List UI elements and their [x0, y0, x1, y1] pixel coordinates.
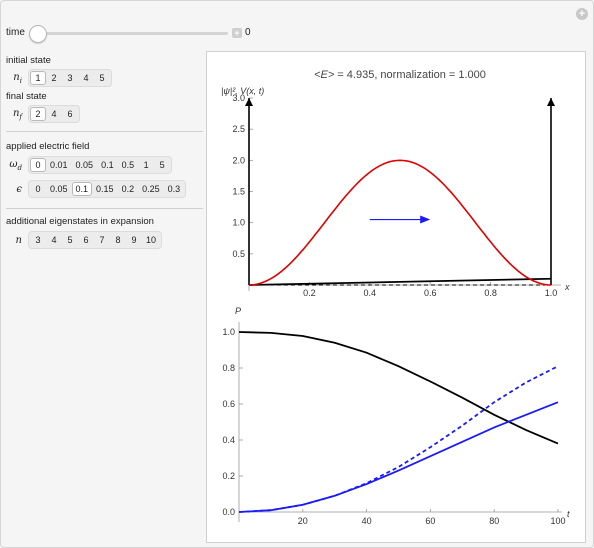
n-symbol: n: [15, 234, 22, 246]
eigenstate-option-5[interactable]: 5: [67, 235, 73, 245]
ni-option-4[interactable]: 4: [83, 73, 89, 83]
time-slider-expand-icon[interactable]: +: [232, 28, 242, 38]
bottom-xlabel: t: [567, 509, 570, 519]
nf-option-2[interactable]: 2: [30, 107, 46, 121]
bottom-xtick-label: 80: [489, 516, 499, 526]
bottom-xtick-label: 20: [298, 516, 308, 526]
omega-option-5[interactable]: 5: [159, 160, 165, 170]
ni-option-3[interactable]: 3: [67, 73, 73, 83]
top-xtick-label: 0.8: [484, 288, 497, 298]
bottom-ytick-label: 0.6: [222, 399, 235, 409]
epsilon-option-0.05[interactable]: 0.05: [50, 184, 68, 194]
top-ytick-label: 1.5: [232, 187, 245, 197]
omega-buttons: 0 0.01 0.05 0.1 0.5 1 5: [28, 156, 173, 174]
ni-option-1[interactable]: 1: [30, 71, 46, 85]
bottom-ylabel: P: [235, 306, 241, 316]
epsilon-option-0.3[interactable]: 0.3: [167, 184, 181, 194]
bottom-plot: 0.0 0.2 0.4 0.6 0.8 1.0 20 40 60 80 100: [222, 322, 566, 526]
top-xtick-label: 0.6: [424, 288, 437, 298]
p-initial-curve: [238, 331, 559, 445]
field-arrow-head: [420, 215, 431, 224]
plot-panel: <E> = 4.935, normalization = 1.000 |ψ|²,…: [206, 51, 586, 543]
ni-option-2[interactable]: 2: [51, 73, 57, 83]
nf-option-6[interactable]: 6: [67, 109, 73, 119]
bottom-xtick-label: 40: [362, 516, 372, 526]
top-ytick-label: 1.0: [232, 218, 245, 228]
top-xtick-label: 1.0: [545, 288, 558, 298]
final-state-title: final state: [6, 91, 47, 102]
epsilon-option-0.15[interactable]: 0.15: [96, 184, 114, 194]
omega-option-0.01[interactable]: 0.01: [50, 160, 68, 170]
applied-field-title: applied electric field: [6, 141, 90, 152]
left-wall-arrow: [245, 98, 253, 106]
omega-option-1[interactable]: 1: [143, 160, 149, 170]
bottom-ytick-label: 0.8: [222, 363, 235, 373]
eigenstate-option-9[interactable]: 9: [131, 235, 137, 245]
eigenstate-option-4[interactable]: 4: [51, 235, 57, 245]
top-xlabel: x: [564, 282, 570, 292]
eigenstate-option-6[interactable]: 6: [83, 235, 89, 245]
bottom-ytick-label: 0.2: [222, 471, 235, 481]
omega-option-0.05[interactable]: 0.05: [75, 160, 94, 170]
divider: [6, 208, 203, 209]
eigenstate-option-7[interactable]: 7: [99, 235, 105, 245]
bottom-ytick-label: 0.4: [222, 435, 235, 445]
divider: [6, 131, 203, 132]
bottom-ytick-label: 0.0: [222, 507, 235, 517]
time-value: 0: [245, 27, 251, 38]
epsilon-option-0.1[interactable]: 0.1: [71, 182, 93, 196]
nf-symbol: nf: [12, 107, 22, 121]
p-final-curve: [238, 401, 559, 513]
bottom-xtick-label: 100: [550, 516, 565, 526]
top-plot-header: <E> = 4.935, normalization = 1.000: [314, 69, 486, 81]
epsilon-option-0[interactable]: 0: [35, 184, 41, 194]
top-ytick-label: 0.5: [232, 249, 245, 259]
initial-state-title: initial state: [6, 55, 51, 66]
omega-option-0[interactable]: 0: [30, 158, 46, 172]
time-slider-track[interactable]: [32, 32, 228, 35]
eigenstate-option-10[interactable]: 10: [146, 235, 157, 245]
eigenstates-buttons: 3 4 5 6 7 8 9 10: [28, 231, 163, 249]
top-ytick-label: 2.5: [232, 124, 245, 134]
eigenstates-row: n 3 4 5 6 7 8 9 10: [6, 231, 163, 249]
top-ylabel: |ψ|², V(x, t): [221, 86, 264, 96]
psi-squared-curve: [248, 159, 552, 286]
bottom-ytick-label: 1.0: [222, 327, 235, 337]
top-xtick-label: 0.2: [303, 288, 316, 298]
omega-option-0.1[interactable]: 0.1: [101, 160, 114, 170]
top-ytick-label: 3.0: [232, 93, 245, 103]
time-label: time: [6, 27, 25, 38]
p-final-dashed-curve: [238, 365, 559, 513]
epsilon-symbol: ϵ: [16, 183, 22, 195]
ni-symbol: ni: [13, 71, 22, 85]
potential-line: [248, 277, 552, 286]
epsilon-option-0.2[interactable]: 0.2: [121, 184, 135, 194]
top-ytick-label: 2.0: [232, 155, 245, 165]
time-slider-knob[interactable]: [29, 25, 47, 43]
omega-row: ωd 0 0.01 0.05 0.1 0.5 1 5: [6, 156, 173, 174]
eigenstate-option-3[interactable]: 3: [35, 235, 41, 245]
plots-svg: <E> = 4.935, normalization = 1.000 |ψ|²,…: [221, 69, 570, 526]
epsilon-buttons: 0 0.05 0.1 0.15 0.2 0.25 0.3: [28, 180, 187, 198]
epsilon-option-0.25[interactable]: 0.25: [142, 184, 160, 194]
options-plus-icon[interactable]: +: [576, 8, 588, 20]
eigenstates-title: additional eigenstates in expansion: [6, 216, 154, 227]
eigenstate-option-8[interactable]: 8: [115, 235, 121, 245]
bottom-xtick-label: 60: [425, 516, 435, 526]
top-xtick-label: 0.4: [364, 288, 377, 298]
nf-option-4[interactable]: 4: [51, 109, 57, 119]
ni-option-5[interactable]: 5: [99, 73, 105, 83]
top-plot: 0.5 1.0 1.5 2.0 2.5 3.0 0.2 0.4 0.6 0.8 1.0: [232, 93, 561, 298]
epsilon-row: ϵ 0 0.05 0.1 0.15 0.2 0.25 0.3: [6, 180, 187, 198]
omega-symbol: ωd: [9, 158, 22, 172]
right-wall-arrow: [547, 98, 555, 106]
omega-option-0.5[interactable]: 0.5: [121, 160, 135, 170]
